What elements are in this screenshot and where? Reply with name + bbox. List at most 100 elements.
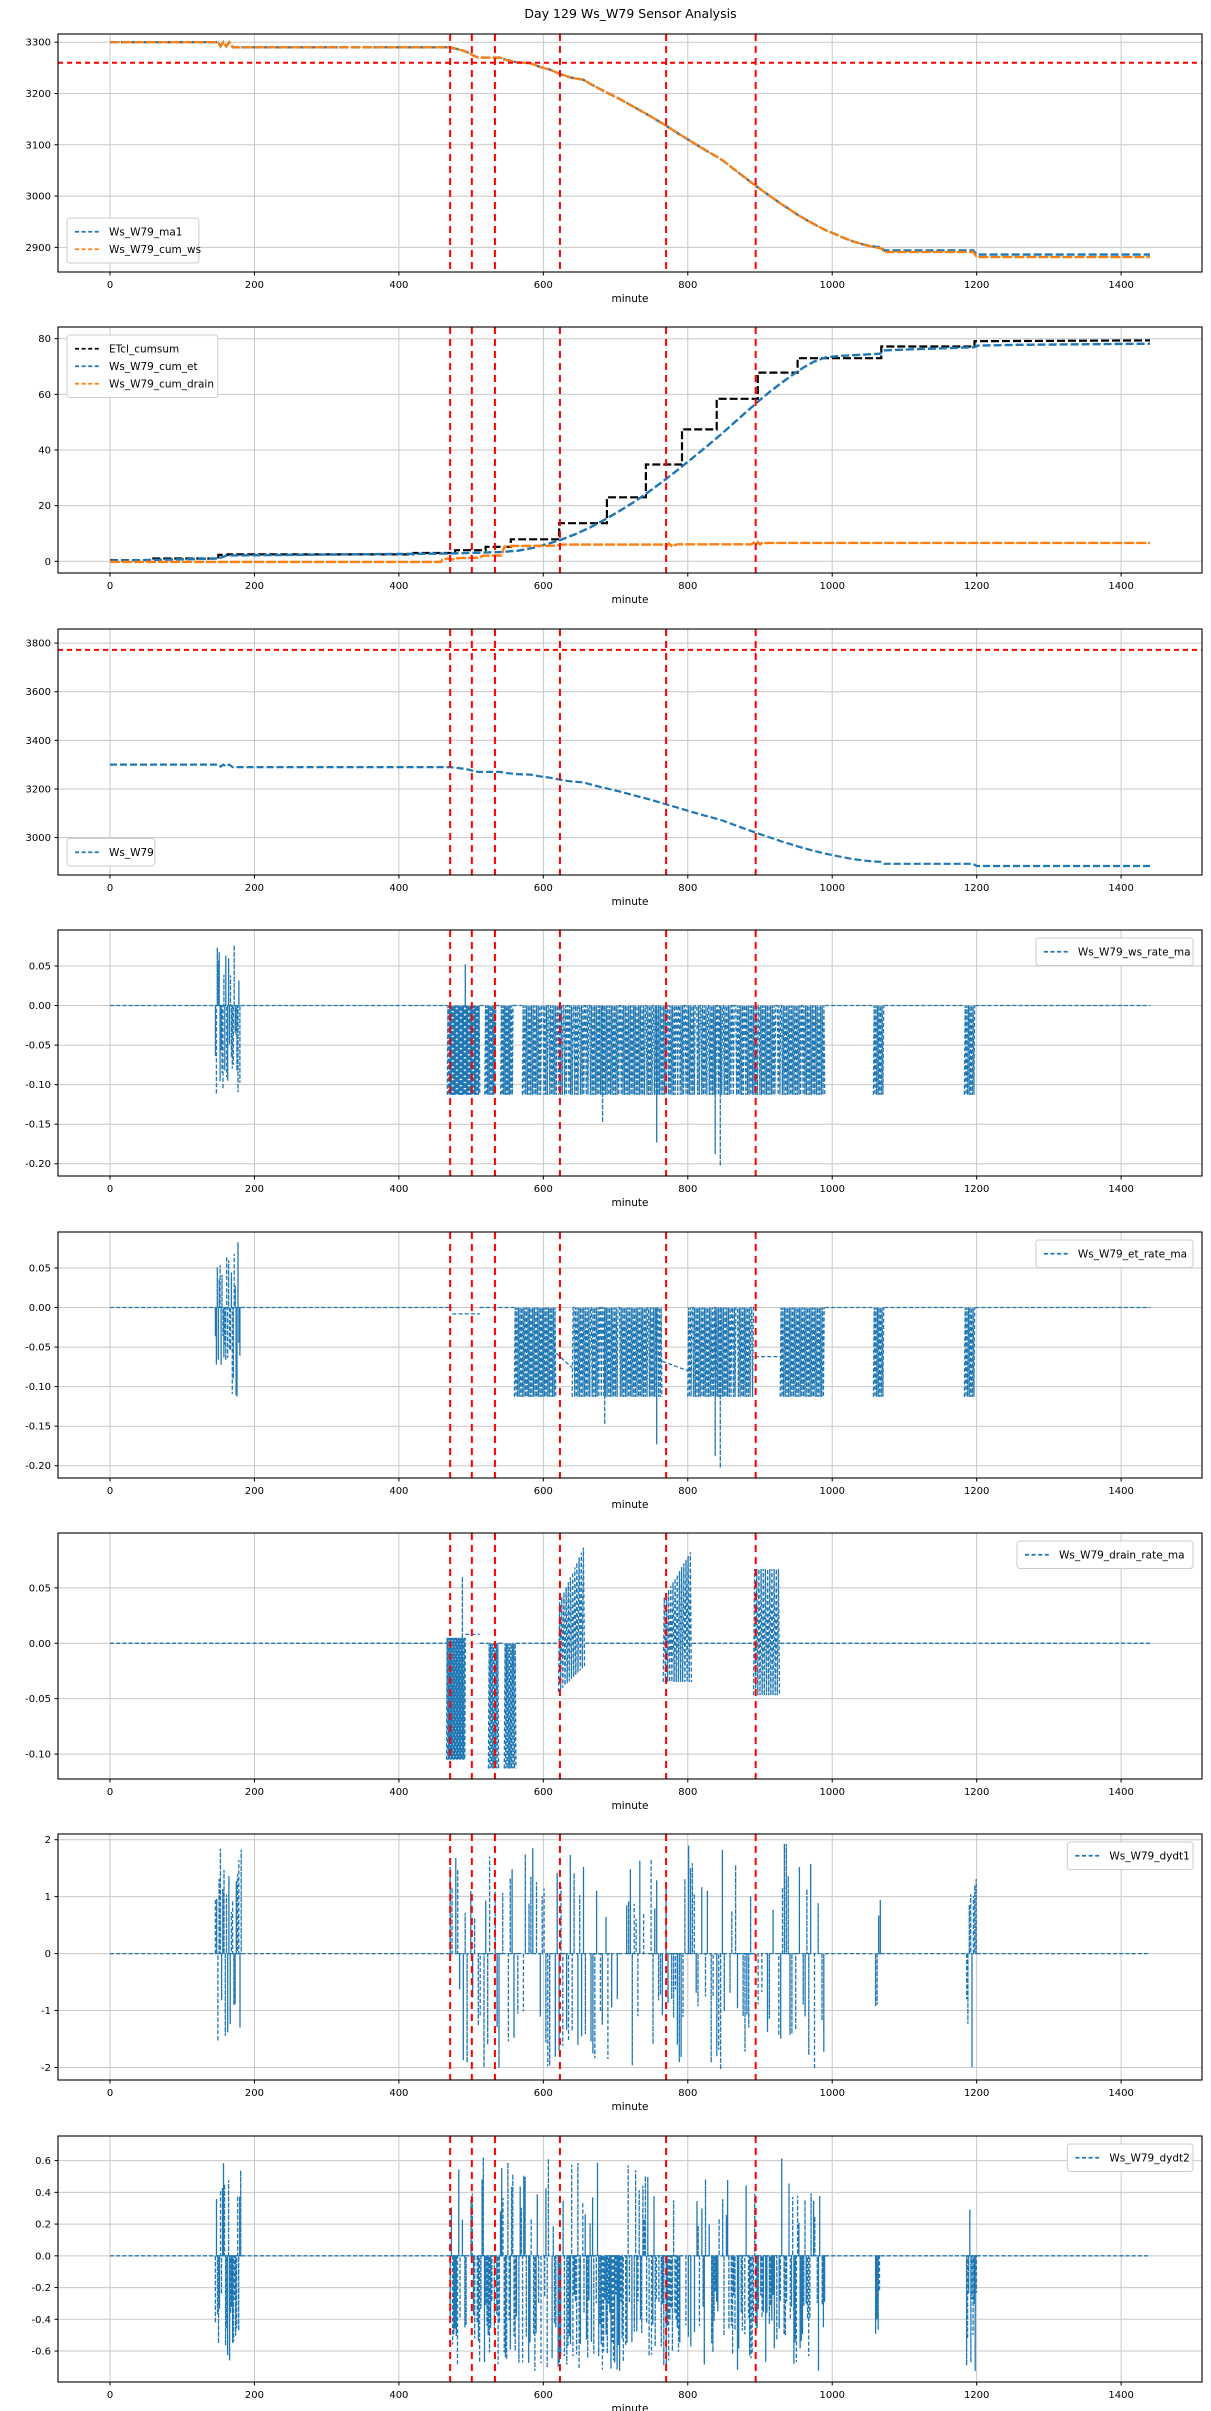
x-tick-label: 400 xyxy=(389,883,408,894)
y-tick-label: 40 xyxy=(38,446,51,457)
x-axis-label: minute xyxy=(611,1800,648,1812)
legend: ETcl_cumsum Ws_W79_cum_et Ws_W79_cum_drain xyxy=(66,334,219,398)
x-tick-label: 1200 xyxy=(964,2390,989,2401)
x-tick-label: 1400 xyxy=(1108,1184,1133,1195)
subplot-drain-rate: 0 200 400 600 800 1000 1200 1400 0.05 0.00 -0.05 -0… xyxy=(25,1532,1203,1812)
axes-spine xyxy=(57,1532,1203,1780)
y-tick-label: 3000 xyxy=(26,833,51,844)
y-tick-label: 0.2 xyxy=(35,2220,51,2231)
y-tick-label: 0.4 xyxy=(35,2188,51,2199)
x-tick-label: 1000 xyxy=(819,1486,844,1497)
axes-spine xyxy=(57,33,1203,273)
axes-spine xyxy=(57,1833,1203,2081)
x-tick-label: 800 xyxy=(678,1787,697,1798)
y-tick-label: 1 xyxy=(45,1892,51,1903)
y-tick-label: 0 xyxy=(45,557,51,568)
y-tick-label: 0.05 xyxy=(29,1583,51,1594)
subplot-ws-rate: 0 200 400 600 800 1000 1200 1400 0.05 0.00 -0.05 -0… xyxy=(25,929,1203,1209)
x-tick-label: 800 xyxy=(678,1184,697,1195)
y-tick-label: -0.05 xyxy=(25,1041,51,1052)
x-tick-label: 0 xyxy=(107,883,113,894)
y-tick-label: 3000 xyxy=(26,192,51,203)
x-axis-label: minute xyxy=(611,2403,648,2411)
x-tick-label: 400 xyxy=(389,2390,408,2401)
legend-label: Ws_W79 xyxy=(109,847,154,859)
legend-label: Ws_W79_dydt1 xyxy=(1109,1851,1189,1863)
y-tick-label: 3400 xyxy=(26,736,51,747)
legend: Ws_W79_drain_rate_ma xyxy=(1016,1540,1194,1569)
y-tick-label: 0.00 xyxy=(29,1001,51,1012)
x-tick-label: 200 xyxy=(245,2390,264,2401)
y-tick-label: 3300 xyxy=(26,38,51,49)
series-Ws_W79_cum_ws xyxy=(110,40,1150,259)
series-ETcl_cumsum xyxy=(110,339,1151,562)
x-tick-label: 600 xyxy=(534,1486,553,1497)
y-tick-label: -0.10 xyxy=(25,1382,51,1393)
x-tick-label: 1200 xyxy=(964,1787,989,1798)
legend-box xyxy=(1035,1239,1194,1268)
x-tick-label: 0 xyxy=(107,1787,113,1798)
y-tick-label: -0.05 xyxy=(25,1343,51,1354)
x-tick-label: 1200 xyxy=(964,2088,989,2099)
x-tick-label: 1000 xyxy=(819,883,844,894)
x-tick-label: 400 xyxy=(389,1787,408,1798)
series-Ws_W79_cum_drain xyxy=(110,540,1150,564)
legend: Ws_W79 xyxy=(66,838,156,867)
x-axis-label: minute xyxy=(611,896,648,908)
y-tick-label: -0.2 xyxy=(31,2283,51,2294)
legend-label: ETcl_cumsum xyxy=(109,344,179,356)
x-tick-label: 1400 xyxy=(1108,883,1133,894)
x-tick-label: 200 xyxy=(245,883,264,894)
x-tick-label: 0 xyxy=(107,2390,113,2401)
x-tick-label: 1200 xyxy=(964,883,989,894)
axes-spine xyxy=(57,628,1203,876)
y-tick-label: 60 xyxy=(38,390,51,401)
y-tick-label: 3800 xyxy=(26,639,51,650)
legend-label: Ws_W79_ma1 xyxy=(109,227,182,239)
subplot-dydt1: 0 200 400 600 800 1000 1200 1400 2 1 0 -1 -2 minute Ws… xyxy=(41,1833,1203,2113)
x-tick-label: 400 xyxy=(389,581,408,592)
x-axis-label: minute xyxy=(611,594,648,606)
subplot-raw-sensor: 0 200 400 600 800 1000 1200 1400 3800 3600 3400 320… xyxy=(26,628,1203,908)
subplot-ma1-cumws: 0 200 400 600 800 1000 1200 1400 3300 3200 3100 300… xyxy=(26,33,1203,305)
legend-box xyxy=(1035,937,1194,966)
y-tick-label: -0.15 xyxy=(25,1422,51,1433)
legend: Ws_W79_ws_rate_ma xyxy=(1035,937,1194,966)
legend-label: Ws_W79_cum_ws xyxy=(109,244,201,256)
y-tick-label: 0.00 xyxy=(29,1639,51,1650)
y-tick-label: -0.20 xyxy=(25,1159,51,1170)
legend: Ws_W79_et_rate_ma xyxy=(1035,1239,1194,1268)
x-tick-label: 800 xyxy=(678,280,697,291)
series-Ws_W79_dydt1 xyxy=(110,1843,1150,2070)
series-Ws_W79_dydt2 xyxy=(110,2157,1150,2372)
x-tick-label: 1000 xyxy=(819,2088,844,2099)
series-Ws_W79_ws_rate_ma xyxy=(110,945,1150,1167)
legend: Ws_W79_dydt1 xyxy=(1066,1841,1194,1870)
x-tick-label: 800 xyxy=(678,2088,697,2099)
y-tick-label: -0.15 xyxy=(25,1120,51,1131)
series-Ws_W79_et_rate_ma xyxy=(110,1242,1150,1469)
y-tick-label: 0.00 xyxy=(29,1303,51,1314)
y-tick-label: 0 xyxy=(45,1949,51,1960)
x-tick-label: 400 xyxy=(389,2088,408,2099)
legend-box xyxy=(1066,1841,1194,1870)
y-tick-label: 3200 xyxy=(26,89,51,100)
y-tick-label: 3200 xyxy=(26,784,51,795)
x-tick-label: 200 xyxy=(245,280,264,291)
legend-label: Ws_W79_ws_rate_ma xyxy=(1078,947,1191,959)
y-tick-label: 3600 xyxy=(26,687,51,698)
legend-label: Ws_W79_dydt2 xyxy=(1109,2153,1189,2165)
y-tick-label: 2 xyxy=(45,1835,51,1846)
figure-title: Day 129 Ws_W79 Sensor Analysis xyxy=(524,6,737,21)
subplot-cumulative: 0 200 400 600 800 1000 1200 1400806040200minute… xyxy=(38,326,1203,606)
x-tick-label: 400 xyxy=(389,280,408,291)
x-tick-label: 600 xyxy=(534,581,553,592)
x-tick-label: 1200 xyxy=(964,581,989,592)
legend-box xyxy=(66,838,156,867)
y-tick-label: 0.0 xyxy=(35,2251,51,2262)
x-tick-label: 800 xyxy=(678,2390,697,2401)
x-tick-label: 1200 xyxy=(964,280,989,291)
x-tick-label: 0 xyxy=(107,280,113,291)
x-tick-label: 1400 xyxy=(1108,2390,1133,2401)
